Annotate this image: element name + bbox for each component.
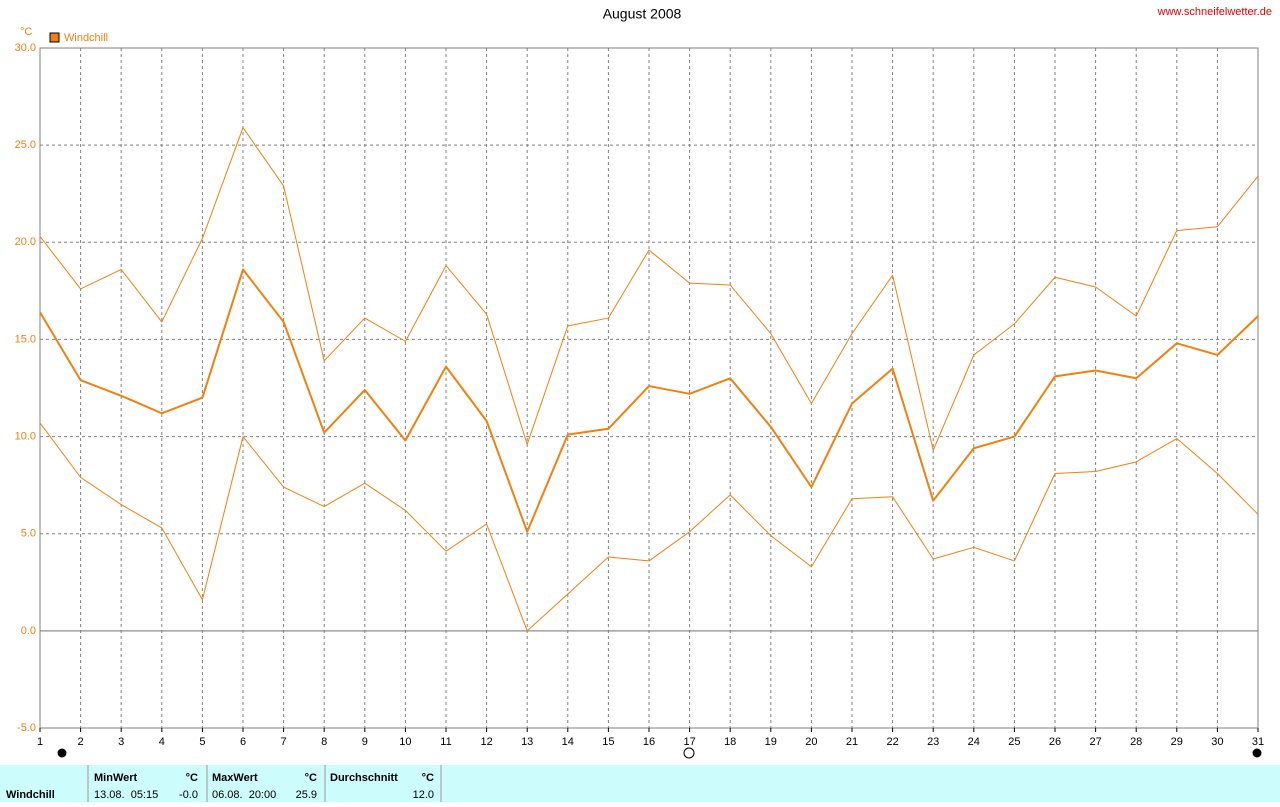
x-tick-label: 23 — [927, 736, 939, 748]
y-tick-label: 10.0 — [15, 430, 36, 442]
moon-icon — [683, 747, 695, 759]
stats-panel — [0, 765, 1280, 802]
grid: -5.00.05.010.015.020.025.030.01 2 3 4 5 6 7 8 9 1… — [15, 42, 1265, 748]
stats-value: 25.9 — [296, 789, 317, 801]
x-tick-label: 27 — [1089, 736, 1101, 748]
stats-unit: °C — [305, 772, 317, 784]
stats-value: 12.0 — [413, 789, 434, 801]
source: www.schneifelwetter.de — [1157, 6, 1272, 18]
x-tick-label: 17 — [683, 736, 695, 748]
stats-time: 06.08. 20:00 — [212, 789, 276, 801]
x-tick-label: 15 — [602, 736, 614, 748]
y-tick-label: 20.0 — [15, 236, 36, 248]
series-line — [39, 127, 1259, 451]
x-tick-label: 22 — [886, 736, 898, 748]
x-tick-label: 11 — [440, 736, 451, 748]
y-tick-label: 0.0 — [21, 625, 36, 637]
stats-unit: °C — [422, 772, 434, 784]
x-tick-label: 12 — [480, 736, 492, 748]
y-tick-label: 5.0 — [21, 528, 36, 540]
y-tick-label: 25.0 — [15, 139, 36, 151]
lines — [39, 127, 1259, 632]
x-tick-label: 13 — [521, 736, 533, 748]
x-tick-label: 24 — [968, 736, 980, 748]
x-tick-label: 1 — [37, 736, 43, 748]
moon-icon — [57, 748, 67, 758]
x-tick-label: 29 — [1171, 736, 1183, 748]
stats-header: MaxWert — [212, 772, 258, 784]
x-tick-label: 28 — [1130, 736, 1142, 748]
x-tick-label: 3 — [118, 736, 124, 748]
y-tick-label: 30.0 — [15, 42, 36, 54]
x-tick-label: 21 — [846, 736, 858, 748]
stats-time: 13.08. 05:15 — [94, 789, 158, 801]
x-tick-label: 8 — [321, 736, 327, 748]
x-tick-label: 30 — [1211, 736, 1223, 748]
series-line — [39, 268, 1259, 533]
x-tick-label: 4 — [159, 736, 165, 748]
stats-label: Windchill — [6, 789, 55, 801]
stats-header: MinWert — [94, 772, 138, 784]
x-tick-label: 16 — [643, 736, 655, 748]
stats-header: Durchschnitt — [330, 772, 398, 784]
x-tick-label: 6 — [240, 736, 246, 748]
x-tick-label: 20 — [805, 736, 817, 748]
stats-unit: °C — [186, 772, 198, 784]
chart-title: August 2008 — [603, 6, 682, 22]
x-tick-label: 19 — [765, 736, 777, 748]
x-tick-label: 10 — [399, 736, 411, 748]
y-tick-label: -5.0 — [17, 722, 36, 734]
series-line — [39, 422, 1259, 632]
x-tick-label: 7 — [281, 736, 287, 748]
x-tick-label: 14 — [562, 736, 574, 748]
y-tick-label: 15.0 — [15, 333, 36, 345]
x-tick-label: 2 — [78, 736, 84, 748]
x-tick-label: 26 — [1049, 736, 1061, 748]
legend-swatch — [49, 32, 60, 43]
x-tick-label: 5 — [199, 736, 205, 748]
x-tick-label: 31 — [1252, 736, 1264, 748]
x-tick-label: 25 — [1008, 736, 1020, 748]
y-unit: °C — [20, 26, 32, 38]
legend-label: Windchill — [64, 32, 108, 44]
x-tick-label: 9 — [362, 736, 368, 748]
x-tick-label: 18 — [724, 736, 736, 748]
stats-value: -0.0 — [179, 789, 198, 801]
moon-icon — [1252, 748, 1262, 758]
